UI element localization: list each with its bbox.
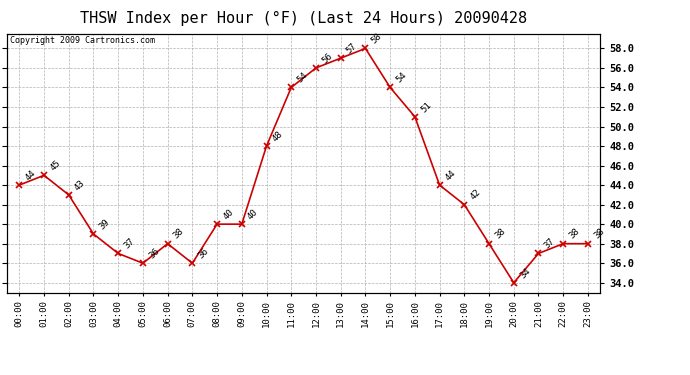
Text: 44: 44 (444, 168, 457, 182)
Text: 43: 43 (73, 178, 87, 192)
Text: 38: 38 (493, 227, 507, 241)
Text: 37: 37 (122, 237, 137, 250)
Text: 36: 36 (197, 246, 210, 260)
Text: 34: 34 (518, 266, 532, 280)
Text: 37: 37 (542, 237, 557, 250)
Text: 40: 40 (221, 207, 235, 221)
Text: 39: 39 (97, 217, 112, 231)
Text: 44: 44 (23, 168, 37, 182)
Text: 38: 38 (172, 227, 186, 241)
Text: 54: 54 (394, 71, 408, 85)
Text: 58: 58 (370, 32, 384, 46)
Text: 57: 57 (345, 41, 359, 56)
Text: 42: 42 (469, 188, 482, 202)
Text: 45: 45 (48, 159, 62, 172)
Text: 38: 38 (567, 227, 582, 241)
Text: 51: 51 (419, 100, 433, 114)
Text: Copyright 2009 Cartronics.com: Copyright 2009 Cartronics.com (10, 36, 155, 45)
Text: 48: 48 (270, 129, 285, 143)
Text: 40: 40 (246, 207, 260, 221)
Text: 38: 38 (592, 227, 606, 241)
Text: THSW Index per Hour (°F) (Last 24 Hours) 20090428: THSW Index per Hour (°F) (Last 24 Hours)… (80, 11, 527, 26)
Text: 36: 36 (147, 246, 161, 260)
Text: 56: 56 (320, 51, 334, 65)
Text: 54: 54 (295, 71, 309, 85)
